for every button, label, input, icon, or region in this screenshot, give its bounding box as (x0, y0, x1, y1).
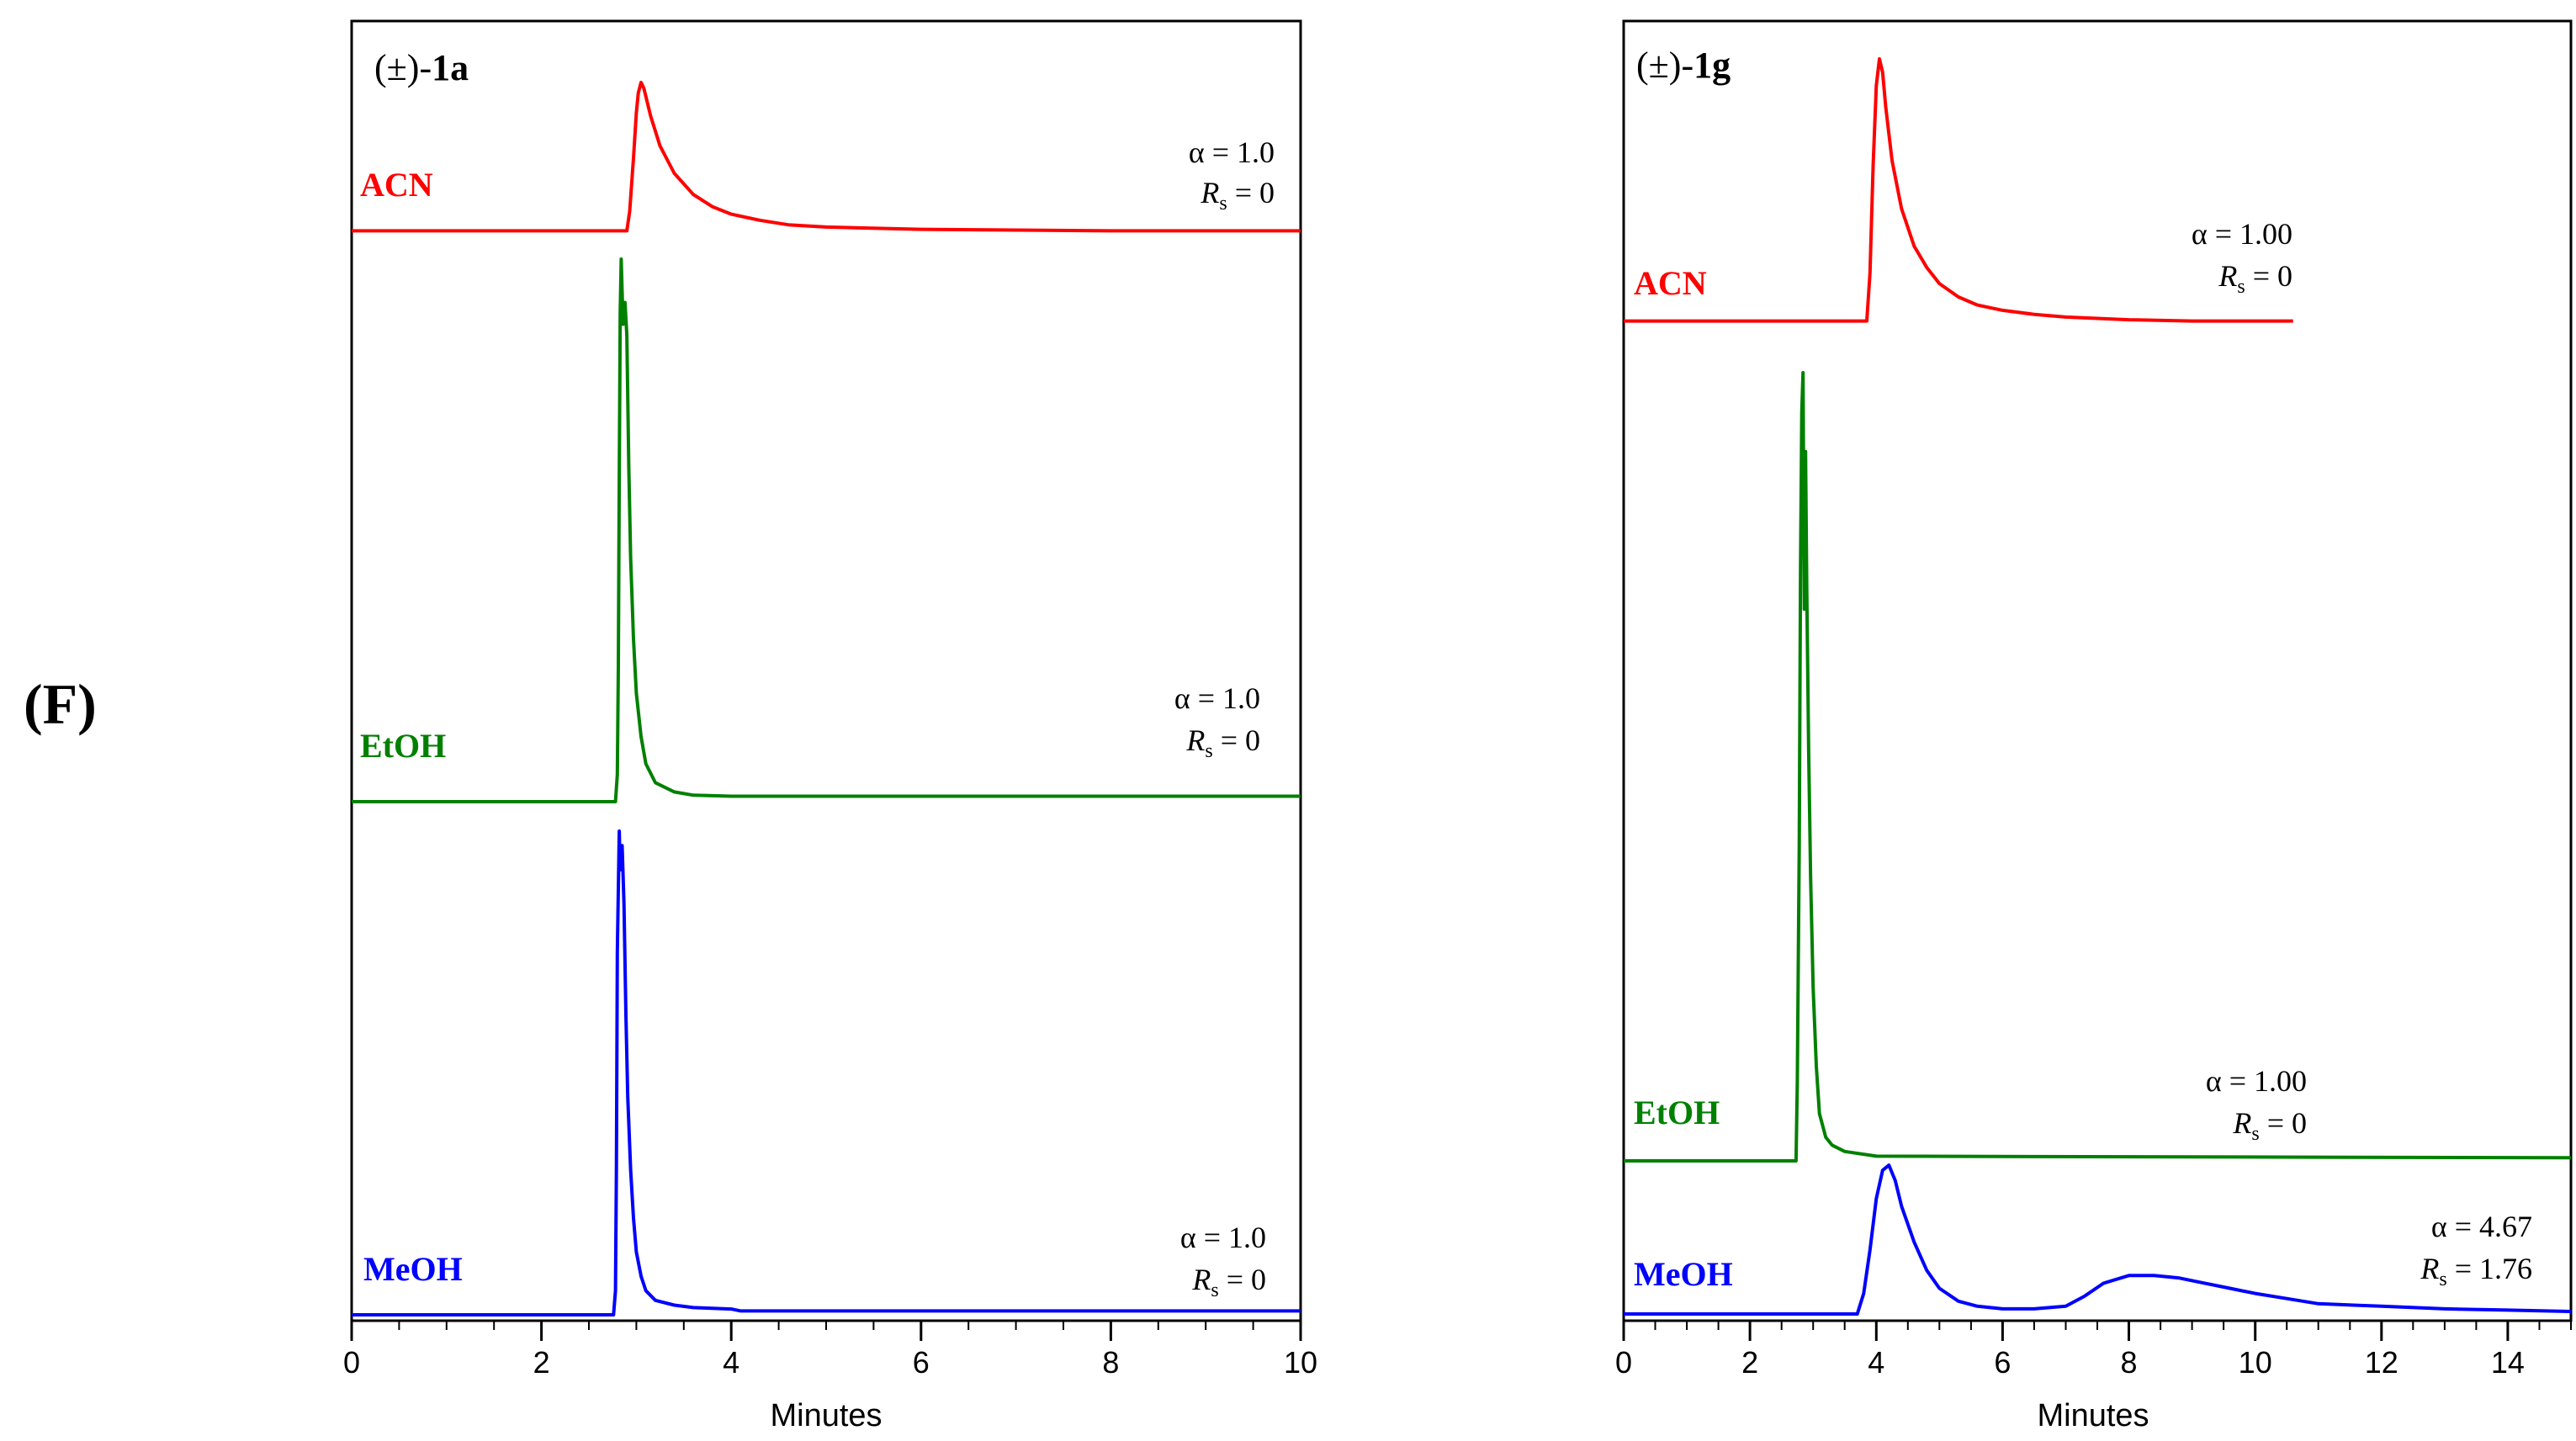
trace-acn (1624, 57, 2293, 323)
tick-label: 4 (723, 1345, 739, 1380)
rs-label: Rs = 0 (1185, 723, 1260, 762)
alpha-label: α = 1.00 (2206, 1064, 2307, 1098)
tick-label: 2 (1741, 1345, 1758, 1380)
tick-label: 4 (1868, 1345, 1884, 1380)
trace-label-meoh: MeOH (363, 1250, 463, 1288)
chart-panel-1g: (±)-1g ACN α = 1.00 Rs = 0 EtOH α = 1.00 Rs =… (1615, 19, 2573, 1433)
panel-title: (±)-1a (374, 47, 469, 88)
plot-frame (1622, 19, 2573, 1322)
alpha-label: α = 1.0 (1174, 681, 1260, 715)
tick-label: 8 (2120, 1345, 2137, 1380)
trace-acn (352, 81, 1301, 233)
rs-label: Rs = 0 (2232, 1106, 2307, 1145)
tick-label: 8 (1102, 1345, 1119, 1380)
x-axis-label: Minutes (770, 1398, 882, 1433)
trace-label-acn: ACN (360, 166, 433, 204)
rs-label: Rs = 0 (1191, 1263, 1266, 1301)
chart-panel-1a: (±)-1a ACN α = 1.0 Rs = 0 EtOH α = 1.0 Rs = 0… (343, 19, 1317, 1433)
rs-label: Rs = 0 (2218, 259, 2292, 298)
tick-label: 10 (1284, 1345, 1317, 1380)
tick-label: 2 (533, 1345, 550, 1380)
x-axis-label: Minutes (2037, 1398, 2149, 1433)
trace-meoh (1624, 1163, 2572, 1316)
panel-title: (±)-1g (1636, 45, 1731, 86)
tick-label: 12 (2365, 1345, 2398, 1380)
alpha-label: α = 1.0 (1189, 135, 1275, 169)
figure-label: (F) (24, 672, 97, 736)
alpha-label: α = 1.0 (1180, 1221, 1266, 1254)
trace-label-etoh: EtOH (360, 727, 446, 765)
trace-group (352, 81, 1301, 1317)
x-axis: 0 2 4 6 8 10 (343, 1321, 1317, 1380)
tick-label: 0 (1615, 1345, 1632, 1380)
trace-meoh (352, 829, 1301, 1317)
trace-label-meoh: MeOH (1634, 1255, 1733, 1293)
trace-label-acn: ACN (1634, 264, 1707, 302)
tick-label: 10 (2239, 1345, 2272, 1380)
trace-label-etoh: EtOH (1634, 1094, 1720, 1131)
trace-group (1624, 57, 2572, 1316)
trace-labels: ACN α = 1.00 Rs = 0 EtOH α = 1.00 Rs = 0 MeOH α… (1634, 217, 2532, 1293)
trace-labels: ACN α = 1.0 Rs = 0 EtOH α = 1.0 Rs = 0 MeOH α =… (360, 135, 1275, 1301)
rs-label: Rs = 1.76 (2420, 1252, 2532, 1290)
trace-etoh (352, 257, 1301, 803)
alpha-label: α = 4.67 (2431, 1210, 2532, 1243)
x-axis: 0 2 4 6 8 10 12 14 (1615, 1321, 2572, 1380)
plot-frame (350, 19, 1302, 1322)
rs-label: Rs = 0 (1200, 176, 1275, 215)
tick-label: 14 (2491, 1345, 2525, 1380)
tick-label: 6 (1994, 1345, 2011, 1380)
tick-label: 6 (913, 1345, 930, 1380)
tick-label: 0 (343, 1345, 360, 1380)
trace-etoh (1624, 371, 2572, 1163)
alpha-label: α = 1.00 (2192, 217, 2292, 251)
